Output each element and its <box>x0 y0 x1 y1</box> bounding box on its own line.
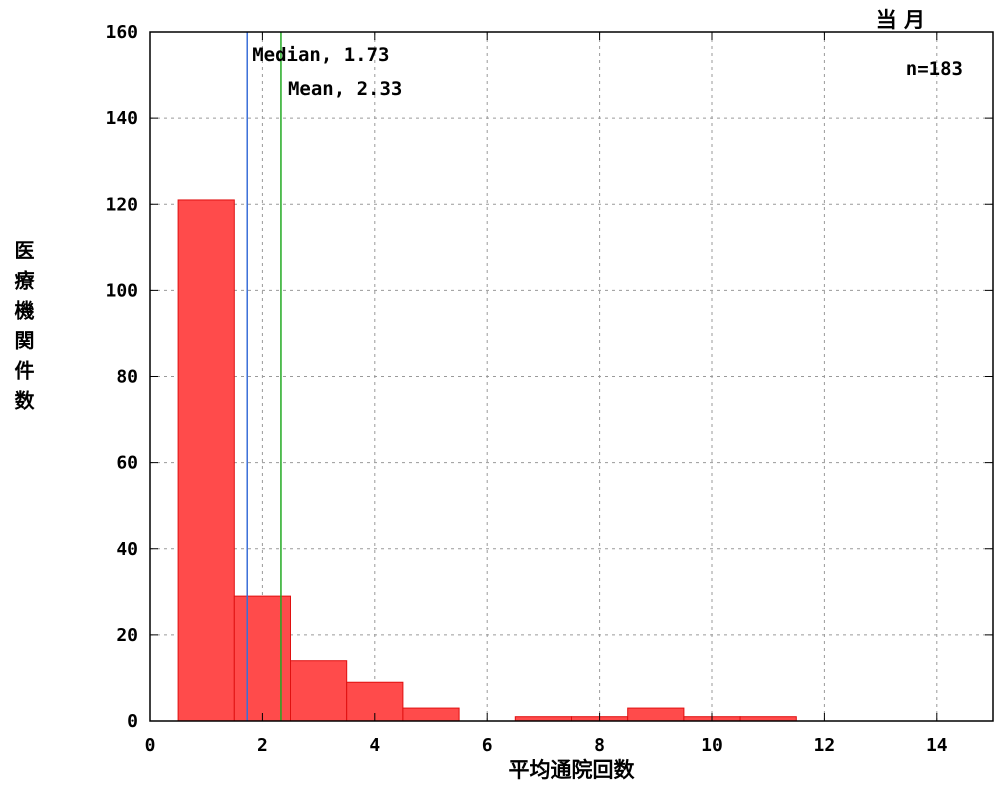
y-tick-label: 40 <box>116 539 138 560</box>
median-label: Median, 1.73 <box>252 44 389 66</box>
histogram-bar <box>233 595 292 722</box>
reference-lines <box>246 32 282 721</box>
mean-label: Mean, 2.33 <box>288 78 402 100</box>
sample-size-label: n=183 <box>906 58 963 80</box>
y-tick-label: 0 <box>127 711 138 732</box>
histogram-bar <box>627 707 685 722</box>
y-tick-label: 160 <box>105 22 138 43</box>
x-tick-label: 14 <box>926 735 948 756</box>
x-tick-label: 6 <box>482 735 493 756</box>
y-tick-label: 140 <box>105 108 138 129</box>
histogram-bar <box>402 707 460 722</box>
y-tick-label: 20 <box>116 625 138 646</box>
x-tick-label: 4 <box>369 735 380 756</box>
x-tick-label: 8 <box>594 735 605 756</box>
chart-title: 当 月 <box>876 8 925 32</box>
y-axis-ticks: 0 20 40 60 80 100 120 140 160 <box>105 22 993 732</box>
x-axis-ticks: 0 2 4 6 8 10 12 14 <box>145 32 948 756</box>
histogram-bar <box>177 199 235 722</box>
y-tick-label: 80 <box>116 367 138 388</box>
x-tick-label: 12 <box>814 735 836 756</box>
x-tick-label: 2 <box>257 735 268 756</box>
x-axis-label: 平均通院回数 <box>508 758 635 782</box>
y-tick-label: 100 <box>105 280 138 301</box>
x-tick-label: 0 <box>145 735 156 756</box>
gridlines <box>150 32 993 721</box>
x-tick-label: 10 <box>701 735 723 756</box>
y-axis-label: 医療機関件数 <box>11 240 35 420</box>
y-tick-label: 120 <box>105 194 138 215</box>
histogram-bar <box>290 660 348 722</box>
y-tick-label: 60 <box>116 453 138 474</box>
